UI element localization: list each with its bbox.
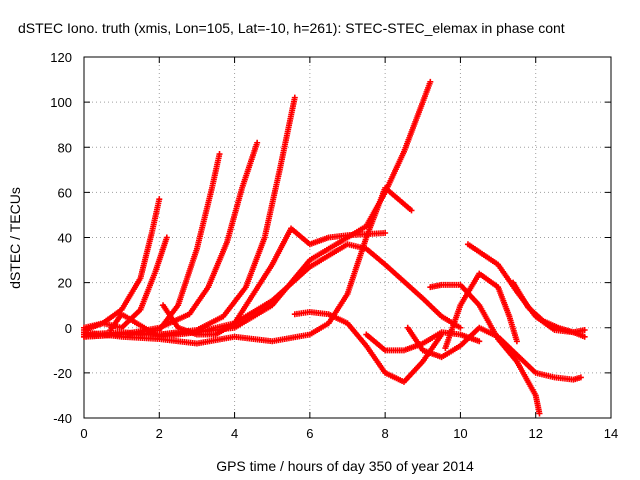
series-track [291, 308, 445, 385]
data-point [577, 374, 584, 381]
y-tick-label: -40 [53, 411, 72, 426]
x-tick-label: 12 [528, 426, 542, 441]
y-tick-label: 120 [50, 50, 72, 65]
x-tick-label: 8 [382, 426, 389, 441]
data-point [254, 139, 261, 146]
y-tick-label: 20 [58, 276, 72, 291]
series-track [81, 94, 298, 338]
data-point [156, 196, 163, 203]
y-tick-label: 80 [58, 140, 72, 155]
series-track [81, 184, 415, 347]
series-track [81, 196, 163, 331]
data-point [291, 94, 298, 101]
x-tick-label: 2 [156, 426, 163, 441]
data-point [536, 410, 543, 417]
data-point [216, 151, 223, 158]
x-tick-label: 6 [306, 426, 313, 441]
series-track [442, 270, 520, 352]
data-point [408, 207, 415, 214]
y-tick-label: -20 [53, 366, 72, 381]
series-track [81, 151, 223, 338]
y-tick-label: 0 [65, 321, 72, 336]
data-point [163, 234, 170, 241]
series-track [107, 241, 464, 340]
series-track [510, 279, 588, 340]
data-point [476, 338, 483, 345]
axis-ticks: 0 2 4 6 8 10 12 14 -40 -20 0 20 40 60 80 100 120 [50, 50, 618, 441]
series-track [427, 281, 543, 417]
data-point [581, 327, 588, 334]
data-point [382, 229, 389, 236]
data-point [457, 324, 464, 331]
series-track [464, 241, 588, 336]
y-tick-label: 60 [58, 185, 72, 200]
x-tick-label: 4 [231, 426, 238, 441]
data-point [513, 338, 520, 345]
series-track [81, 139, 261, 340]
x-tick-label: 10 [453, 426, 467, 441]
data-point [581, 333, 588, 340]
y-tick-label: 100 [50, 95, 72, 110]
x-axis-title: GPS time / hours of day 350 of year 2014 [216, 458, 474, 474]
chart-title: dSTEC Iono. truth (xmis, Lon=105, Lat=-1… [18, 20, 565, 36]
y-tick-label: 40 [58, 231, 72, 246]
data-series [81, 78, 588, 417]
grid [84, 57, 611, 418]
y-axis-title: dSTEC / TECUs [7, 187, 23, 289]
series-track [160, 225, 389, 338]
series-track [81, 78, 434, 340]
x-tick-label: 14 [604, 426, 618, 441]
x-tick-label: 0 [80, 426, 87, 441]
data-point [427, 78, 434, 85]
